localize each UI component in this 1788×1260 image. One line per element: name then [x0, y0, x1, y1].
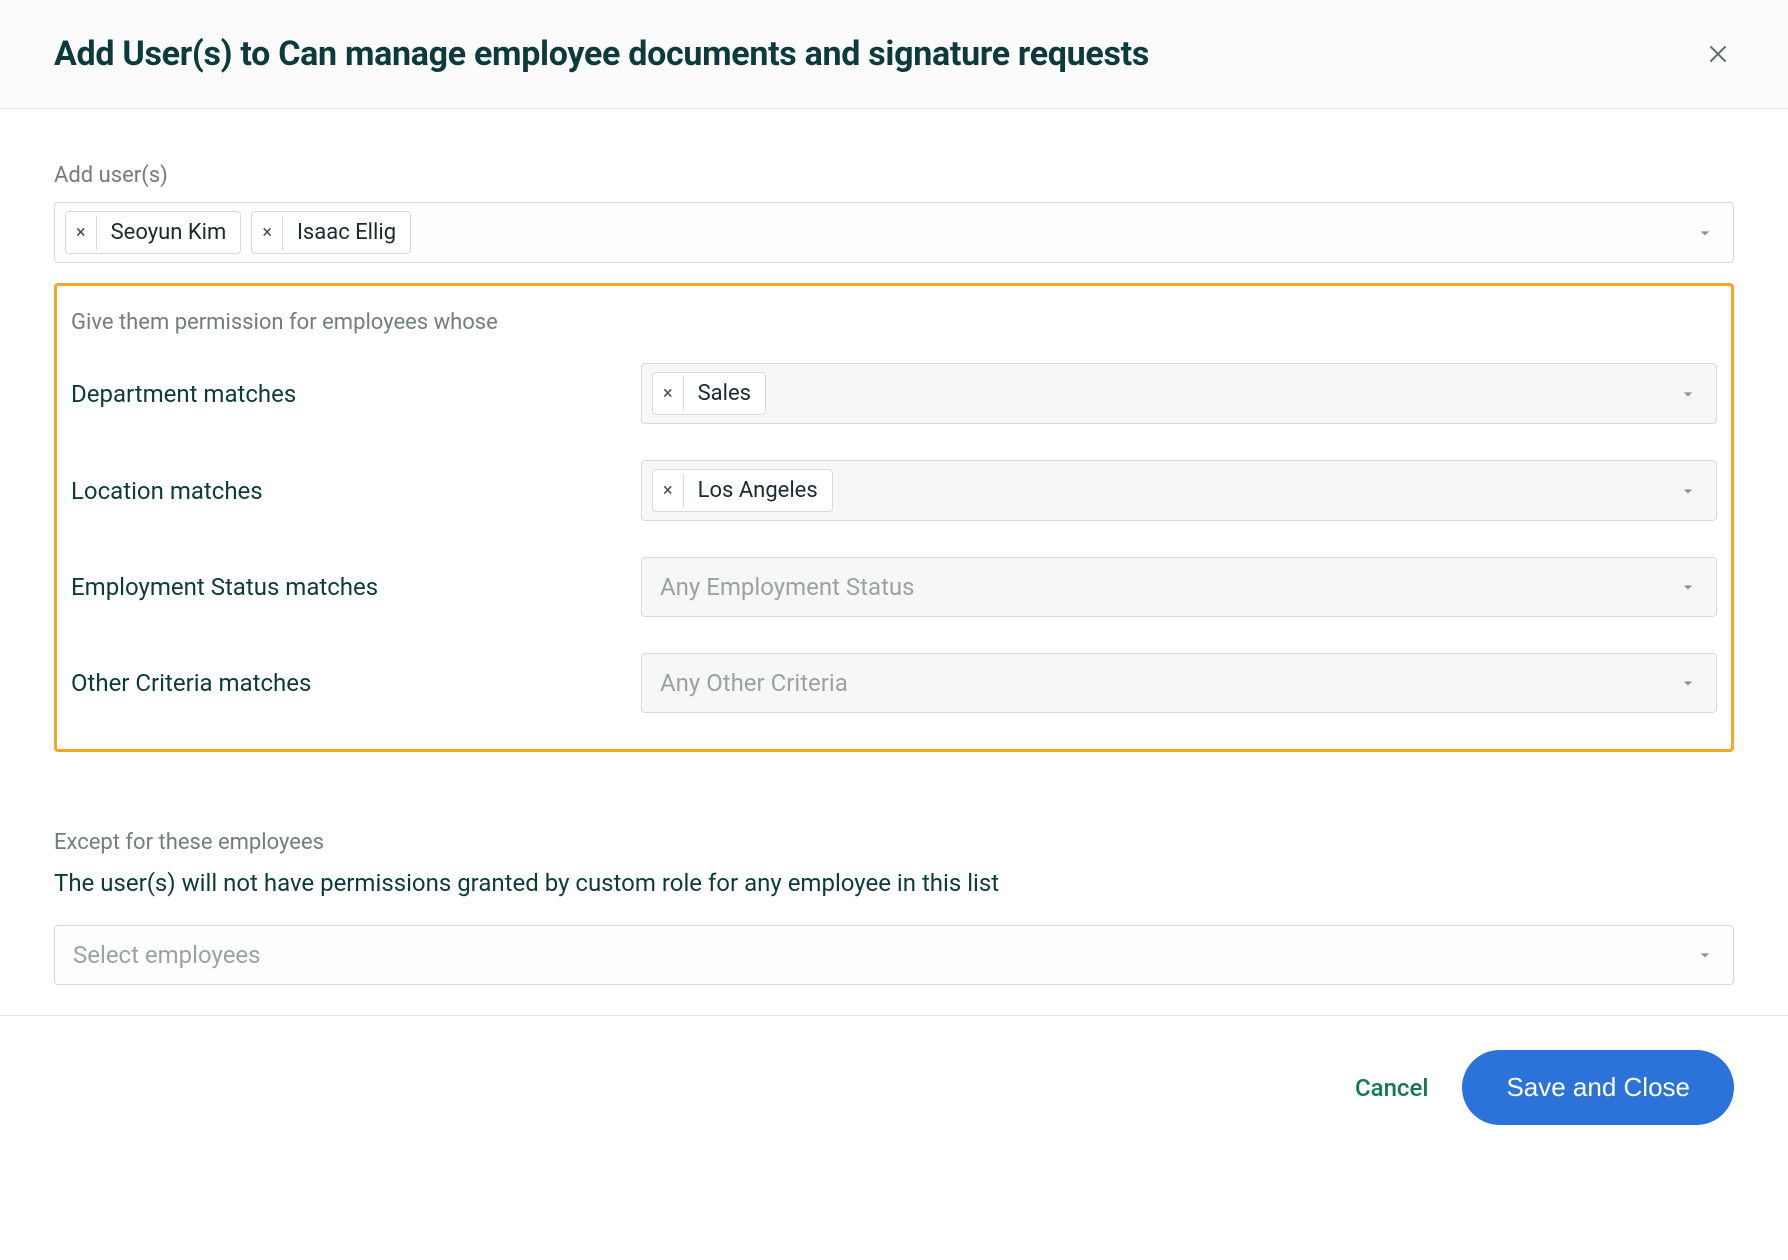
chevron-down-icon [1695, 945, 1715, 965]
add-users-select[interactable]: ×Seoyun Kim×Isaac Ellig [54, 202, 1734, 263]
criteria-chip: ×Sales [652, 372, 766, 415]
chip-label: Los Angeles [684, 470, 832, 511]
add-users-field: Add user(s) ×Seoyun Kim×Isaac Ellig [54, 163, 1734, 263]
criteria-label: Location matches [71, 477, 641, 505]
permissions-criteria-box: Give them permission for employees whose… [54, 283, 1734, 752]
criteria-row: Employment Status matches Any Employment … [71, 557, 1717, 617]
except-label: Except for these employees [54, 830, 1734, 855]
criteria-container: Department matches×SalesLocation matches… [71, 363, 1717, 713]
criteria-row: Location matches ×Los Angeles [71, 460, 1717, 521]
chip-label: Sales [684, 373, 765, 414]
permissions-section-label: Give them permission for employees whose [71, 310, 1717, 335]
modal-title: Add User(s) to Can manage employee docum… [54, 34, 1149, 74]
close-icon [1705, 41, 1731, 67]
modal-footer: Cancel Save and Close [0, 1015, 1788, 1159]
chip-label: Seoyun Kim [97, 212, 241, 253]
chevron-down-icon [1678, 673, 1698, 693]
except-placeholder: Select employees [65, 935, 269, 975]
modal-header: Add User(s) to Can manage employee docum… [0, 0, 1788, 109]
cancel-button[interactable]: Cancel [1355, 1074, 1428, 1102]
criteria-label: Department matches [71, 380, 641, 408]
criteria-row: Department matches ×Sales [71, 363, 1717, 424]
criteria-select[interactable]: ×Sales [641, 363, 1717, 424]
chevron-down-icon [1678, 384, 1698, 404]
criteria-label: Employment Status matches [71, 573, 641, 601]
criteria-placeholder: Any Employment Status [652, 567, 923, 607]
criteria-placeholder: Any Other Criteria [652, 663, 856, 703]
chip-remove-icon[interactable]: × [653, 377, 684, 411]
criteria-select[interactable]: ×Los Angeles [641, 460, 1717, 521]
modal-body: Add user(s) ×Seoyun Kim×Isaac Ellig Give… [0, 109, 1788, 1015]
user-chip: ×Seoyun Kim [65, 211, 241, 254]
except-section: Except for these employees The user(s) w… [54, 830, 1734, 985]
criteria-label: Other Criteria matches [71, 669, 641, 697]
criteria-chip: ×Los Angeles [652, 469, 833, 512]
criteria-row: Other Criteria matches Any Other Criteria [71, 653, 1717, 713]
chip-label: Isaac Ellig [283, 212, 410, 253]
except-description: The user(s) will not have permissions gr… [54, 869, 1734, 897]
save-and-close-button[interactable]: Save and Close [1462, 1050, 1734, 1125]
add-users-modal: Add User(s) to Can manage employee docum… [0, 0, 1788, 1159]
chip-remove-icon[interactable]: × [653, 474, 684, 508]
criteria-select[interactable]: Any Other Criteria [641, 653, 1717, 713]
chevron-down-icon [1678, 577, 1698, 597]
user-chip: ×Isaac Ellig [251, 211, 411, 254]
criteria-select[interactable]: Any Employment Status [641, 557, 1717, 617]
chevron-down-icon [1695, 223, 1715, 243]
except-employees-select[interactable]: Select employees [54, 925, 1734, 985]
chip-remove-icon[interactable]: × [66, 216, 97, 250]
chevron-down-icon [1678, 481, 1698, 501]
close-button[interactable] [1702, 38, 1734, 70]
chip-remove-icon[interactable]: × [252, 216, 283, 250]
add-users-label: Add user(s) [54, 163, 1734, 188]
